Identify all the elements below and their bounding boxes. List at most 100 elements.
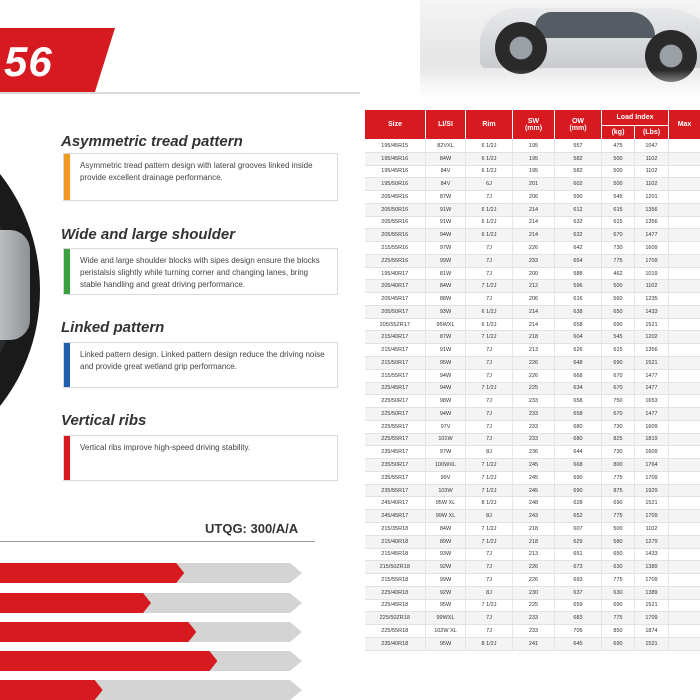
table-cell: 195/50R16 <box>364 177 426 192</box>
table-cell: 226 <box>512 573 555 587</box>
table-cell: 1356 <box>634 203 670 217</box>
table-cell: 690 <box>554 471 602 485</box>
table-cell: 1521 <box>634 496 670 511</box>
table-row: 225/50R17 94W 7J 233 658 670 1477 <box>364 407 700 421</box>
table-cell: 94W <box>425 369 466 383</box>
table-cell: 7J <box>465 624 513 638</box>
table-cell: 248 <box>512 496 555 511</box>
table-cell: 616 <box>554 292 602 306</box>
tire-rim-spoke <box>0 230 30 340</box>
table-cell: 195 <box>512 152 555 166</box>
table-cell-max <box>668 152 700 166</box>
table-cell: 1477 <box>634 382 670 396</box>
table-row: 235/45R17 97W 8J 236 644 730 1609 <box>364 445 700 460</box>
table-cell: 670 <box>601 407 635 421</box>
table-cell: 670 <box>601 382 635 396</box>
table-cell: 230 <box>512 586 555 600</box>
table-cell: 235/45R17 <box>364 445 426 460</box>
table-cell: 7J <box>465 356 513 370</box>
table-cell-max <box>668 407 700 421</box>
table-cell-max <box>668 356 700 370</box>
table-cell-max <box>668 394 700 409</box>
table-cell: 7J <box>465 573 513 587</box>
table-row: 215/45R18 93W 7J 213 651 650 1433 <box>364 548 700 562</box>
table-cell: 7 1/2J <box>465 535 513 549</box>
table-cell: 205/55R16 <box>364 228 426 243</box>
performance-bar-fill <box>0 593 151 613</box>
table-cell: 102W XL <box>425 624 466 638</box>
table-row: 215/55R17 94W 7J 226 668 670 1477 <box>364 369 700 383</box>
table-cell: 750 <box>601 394 635 409</box>
table-cell: 668 <box>554 369 602 383</box>
table-cell: 99W <box>425 254 466 268</box>
table-cell: 215/55R18 <box>364 573 426 587</box>
table-cell: 93W <box>425 548 466 562</box>
table-cell: 1389 <box>634 560 670 575</box>
feature-text-asymmetric: Asymmetric tread pattern design with lat… <box>80 161 313 182</box>
table-row: 205/45R17 88W 7J 206 616 560 1235 <box>364 292 700 306</box>
table-cell-max <box>668 177 700 192</box>
table-row: 225/40R18 92W 8J 230 637 630 1389 <box>364 586 700 600</box>
table-cell: 690 <box>601 356 635 370</box>
feature-accent-bar <box>64 436 70 480</box>
table-cell: 7 1/2J <box>465 279 513 294</box>
table-cell: 8 1/2J <box>465 496 513 511</box>
model-number: 56 <box>4 38 53 85</box>
table-cell: 195/45R16 <box>364 165 426 179</box>
table-cell: 91W <box>425 343 466 358</box>
table-cell: 98W <box>425 394 466 409</box>
table-row: 205/55ZR17 95WXL 6 1/2J 214 658 690 1521 <box>364 318 700 332</box>
table-cell: 850 <box>601 624 635 638</box>
table-cell: 8J <box>465 445 513 460</box>
table-cell: 545 <box>601 330 635 345</box>
table-cell: 825 <box>601 433 635 447</box>
header-size: Size <box>364 109 426 140</box>
table-cell-max <box>668 471 700 485</box>
table-cell: 7J <box>465 267 513 281</box>
table-cell: 195 <box>512 165 555 179</box>
table-cell: 1102 <box>634 152 670 166</box>
table-cell: 233 <box>512 420 555 434</box>
feature-box-ribs: Vertical ribs improve high-speed driving… <box>63 435 338 481</box>
table-row: 225/55R18 102W XL 7J 233 705 850 1874 <box>364 624 700 638</box>
header-sw-label: SW <box>527 117 540 125</box>
table-cell: 214 <box>512 305 555 319</box>
table-cell: 500 <box>601 152 635 166</box>
table-cell: 1874 <box>634 624 670 638</box>
table-cell: 659 <box>554 599 602 613</box>
table-cell: 205/45R16 <box>364 190 426 204</box>
table-cell: 1709 <box>634 254 670 268</box>
table-cell: 632 <box>554 228 602 243</box>
table-cell: 225/55R16 <box>364 254 426 268</box>
table-cell-max <box>668 343 700 358</box>
table-cell: 658 <box>554 318 602 332</box>
table-row: 225/55R16 99W 7J 233 654 775 1709 <box>364 254 700 268</box>
table-cell: 648 <box>554 356 602 370</box>
table-row: 205/45R16 87W 7J 206 590 545 1201 <box>364 190 700 204</box>
table-cell: 84W <box>425 279 466 294</box>
table-cell: 6 1/2J <box>465 165 513 179</box>
performance-bar-fill <box>0 563 184 583</box>
table-cell: 99WXL <box>425 611 466 626</box>
table-cell: 1521 <box>634 318 670 332</box>
table-cell: 94W <box>425 228 466 243</box>
table-cell-max <box>668 611 700 626</box>
table-cell: 557 <box>554 139 602 153</box>
table-cell: 775 <box>601 471 635 485</box>
table-cell: 590 <box>554 190 602 204</box>
table-cell: 233 <box>512 624 555 638</box>
table-cell: 7J <box>465 292 513 306</box>
table-row: 205/40R17 84W 7 1/2J 212 596 500 1102 <box>364 279 700 294</box>
table-cell: 658 <box>554 407 602 421</box>
table-row: 225/55R17 97V 7J 233 680 730 1609 <box>364 420 700 434</box>
table-cell: 236 <box>512 445 555 460</box>
table-cell: 235/55R17 <box>364 471 426 485</box>
table-cell-max <box>668 241 700 255</box>
table-cell: 645 <box>554 637 602 651</box>
table-cell: 235/55R17 <box>364 484 426 498</box>
table-cell: 218 <box>512 330 555 345</box>
table-cell: 206 <box>512 190 555 204</box>
table-cell: 225/55R18 <box>364 624 426 638</box>
table-row: 215/50ZR18 92W 7J 226 673 630 1389 <box>364 560 700 575</box>
